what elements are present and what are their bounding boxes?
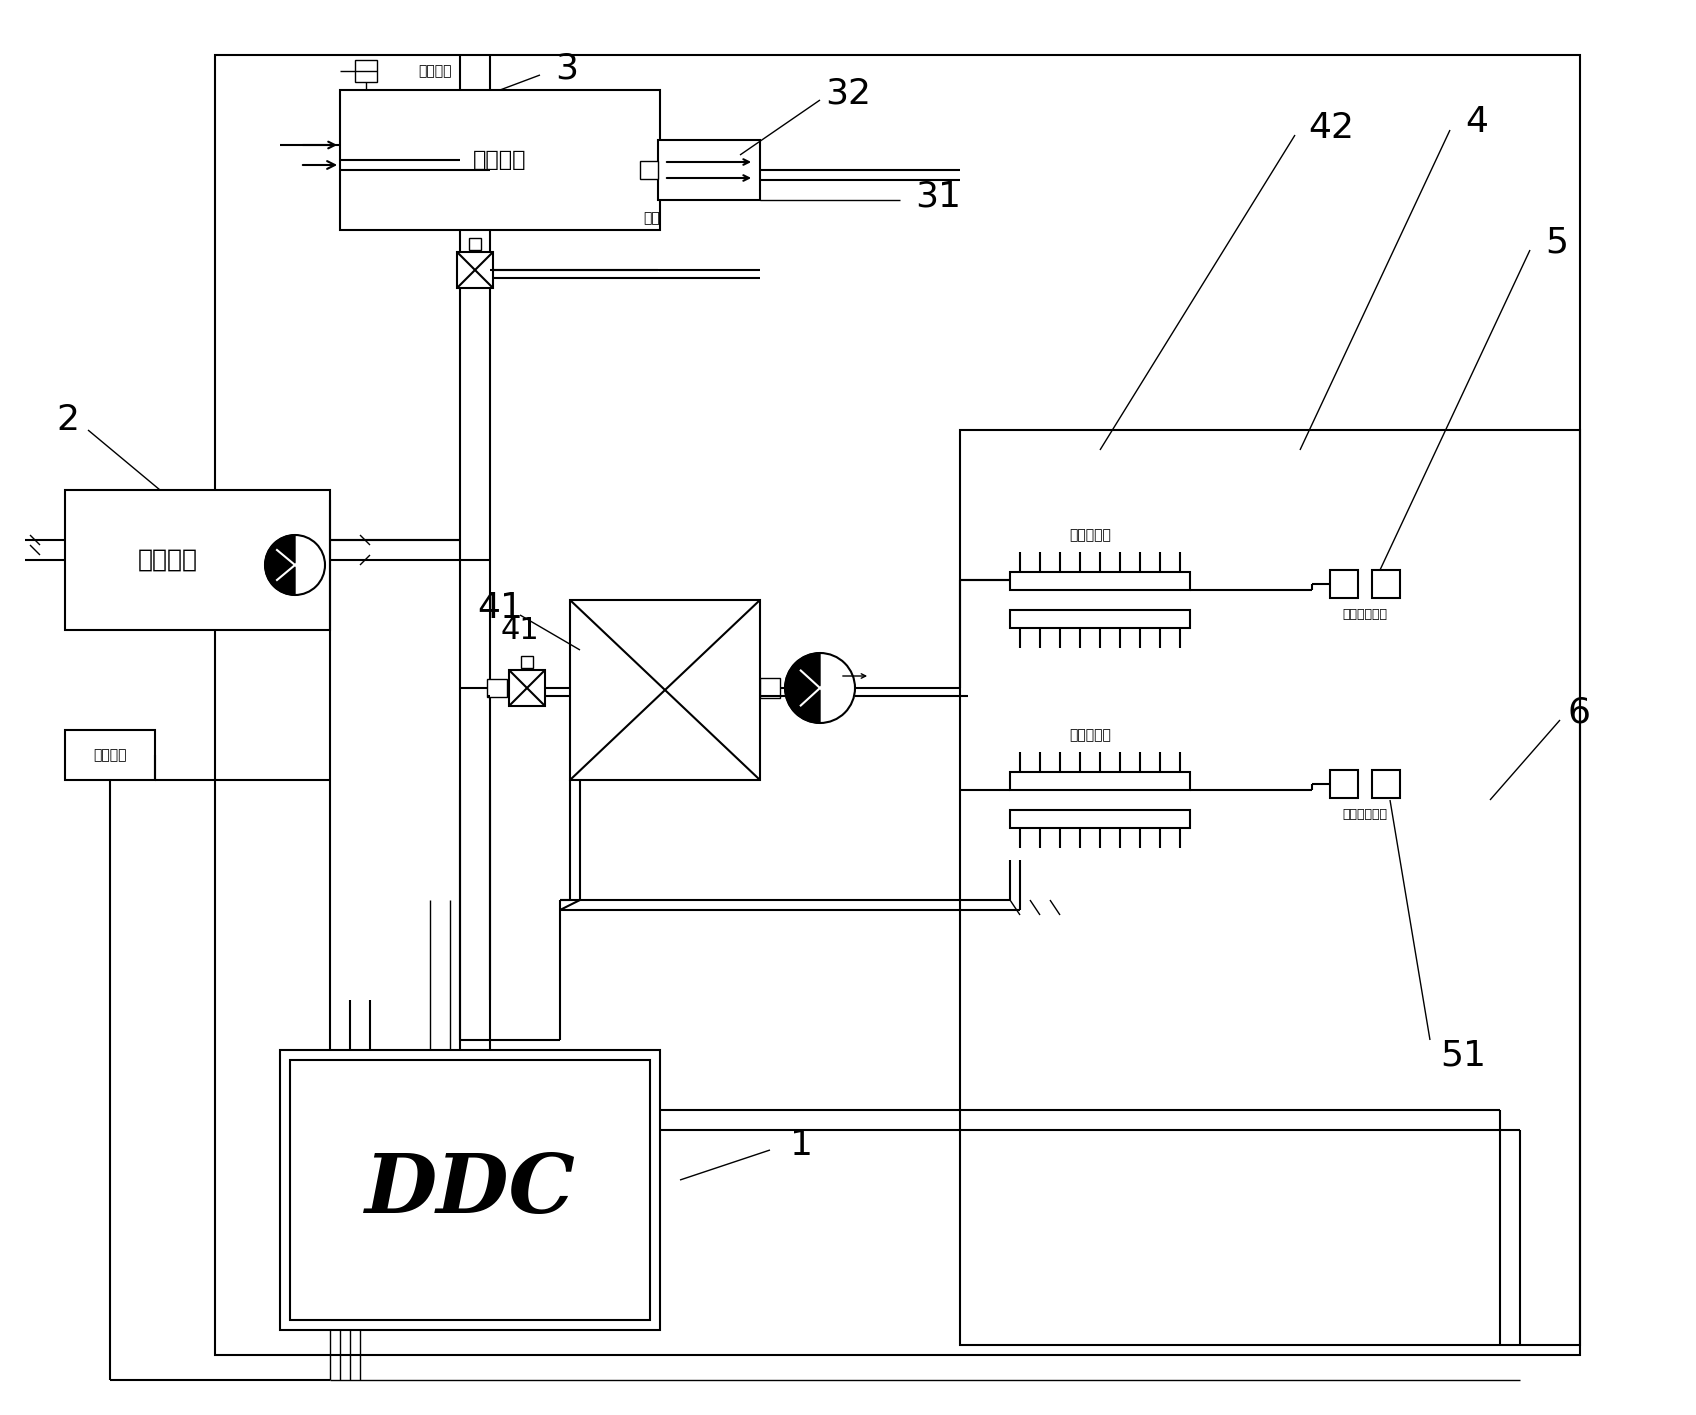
Text: 2: 2 <box>56 403 80 437</box>
Text: 地源热泵: 地源热泵 <box>137 548 197 572</box>
Bar <box>280 1050 660 1330</box>
Text: 分、集水器: 分、集水器 <box>1068 727 1111 741</box>
Text: 新风机组: 新风机组 <box>473 150 527 170</box>
Text: 室内温控面板: 室内温控面板 <box>1343 607 1387 621</box>
Polygon shape <box>265 535 295 594</box>
Bar <box>960 430 1581 1346</box>
Bar <box>487 679 507 698</box>
Text: DDC: DDC <box>365 1150 575 1230</box>
Text: 32: 32 <box>824 76 872 110</box>
Text: 4: 4 <box>1465 105 1487 139</box>
Bar <box>1330 570 1358 599</box>
Bar <box>64 730 154 780</box>
Polygon shape <box>785 652 819 723</box>
Text: 42: 42 <box>1308 110 1353 144</box>
Bar <box>470 238 482 250</box>
Bar <box>456 252 494 289</box>
Bar <box>1011 610 1191 628</box>
Bar <box>290 1060 650 1320</box>
Text: 6: 6 <box>1569 695 1591 729</box>
Bar <box>760 678 780 698</box>
Bar <box>639 161 658 180</box>
Bar <box>658 140 760 200</box>
Text: 51: 51 <box>1440 1039 1486 1073</box>
Text: 31: 31 <box>916 180 962 214</box>
Bar <box>1372 770 1399 798</box>
Bar <box>64 490 331 630</box>
Bar <box>1011 809 1191 828</box>
Bar <box>1011 572 1191 590</box>
Text: 室内温控面板: 室内温控面板 <box>1343 808 1387 821</box>
Bar <box>339 91 660 231</box>
Text: 分、集水器: 分、集水器 <box>1068 528 1111 542</box>
Bar <box>521 657 533 668</box>
Bar <box>570 600 760 780</box>
Bar <box>215 55 1581 1356</box>
Bar <box>1372 570 1399 599</box>
Text: 送风: 送风 <box>643 211 660 225</box>
Bar <box>1330 770 1358 798</box>
Bar <box>354 59 377 82</box>
Text: 3: 3 <box>555 51 578 85</box>
Text: 5: 5 <box>1545 225 1569 259</box>
Text: 41: 41 <box>500 616 539 644</box>
Text: 1: 1 <box>790 1128 812 1162</box>
Text: 开关面板: 开关面板 <box>419 64 451 78</box>
Bar <box>509 669 544 706</box>
Text: 控制面板: 控制面板 <box>93 749 127 763</box>
Bar <box>1011 773 1191 790</box>
Text: 41: 41 <box>477 591 522 625</box>
